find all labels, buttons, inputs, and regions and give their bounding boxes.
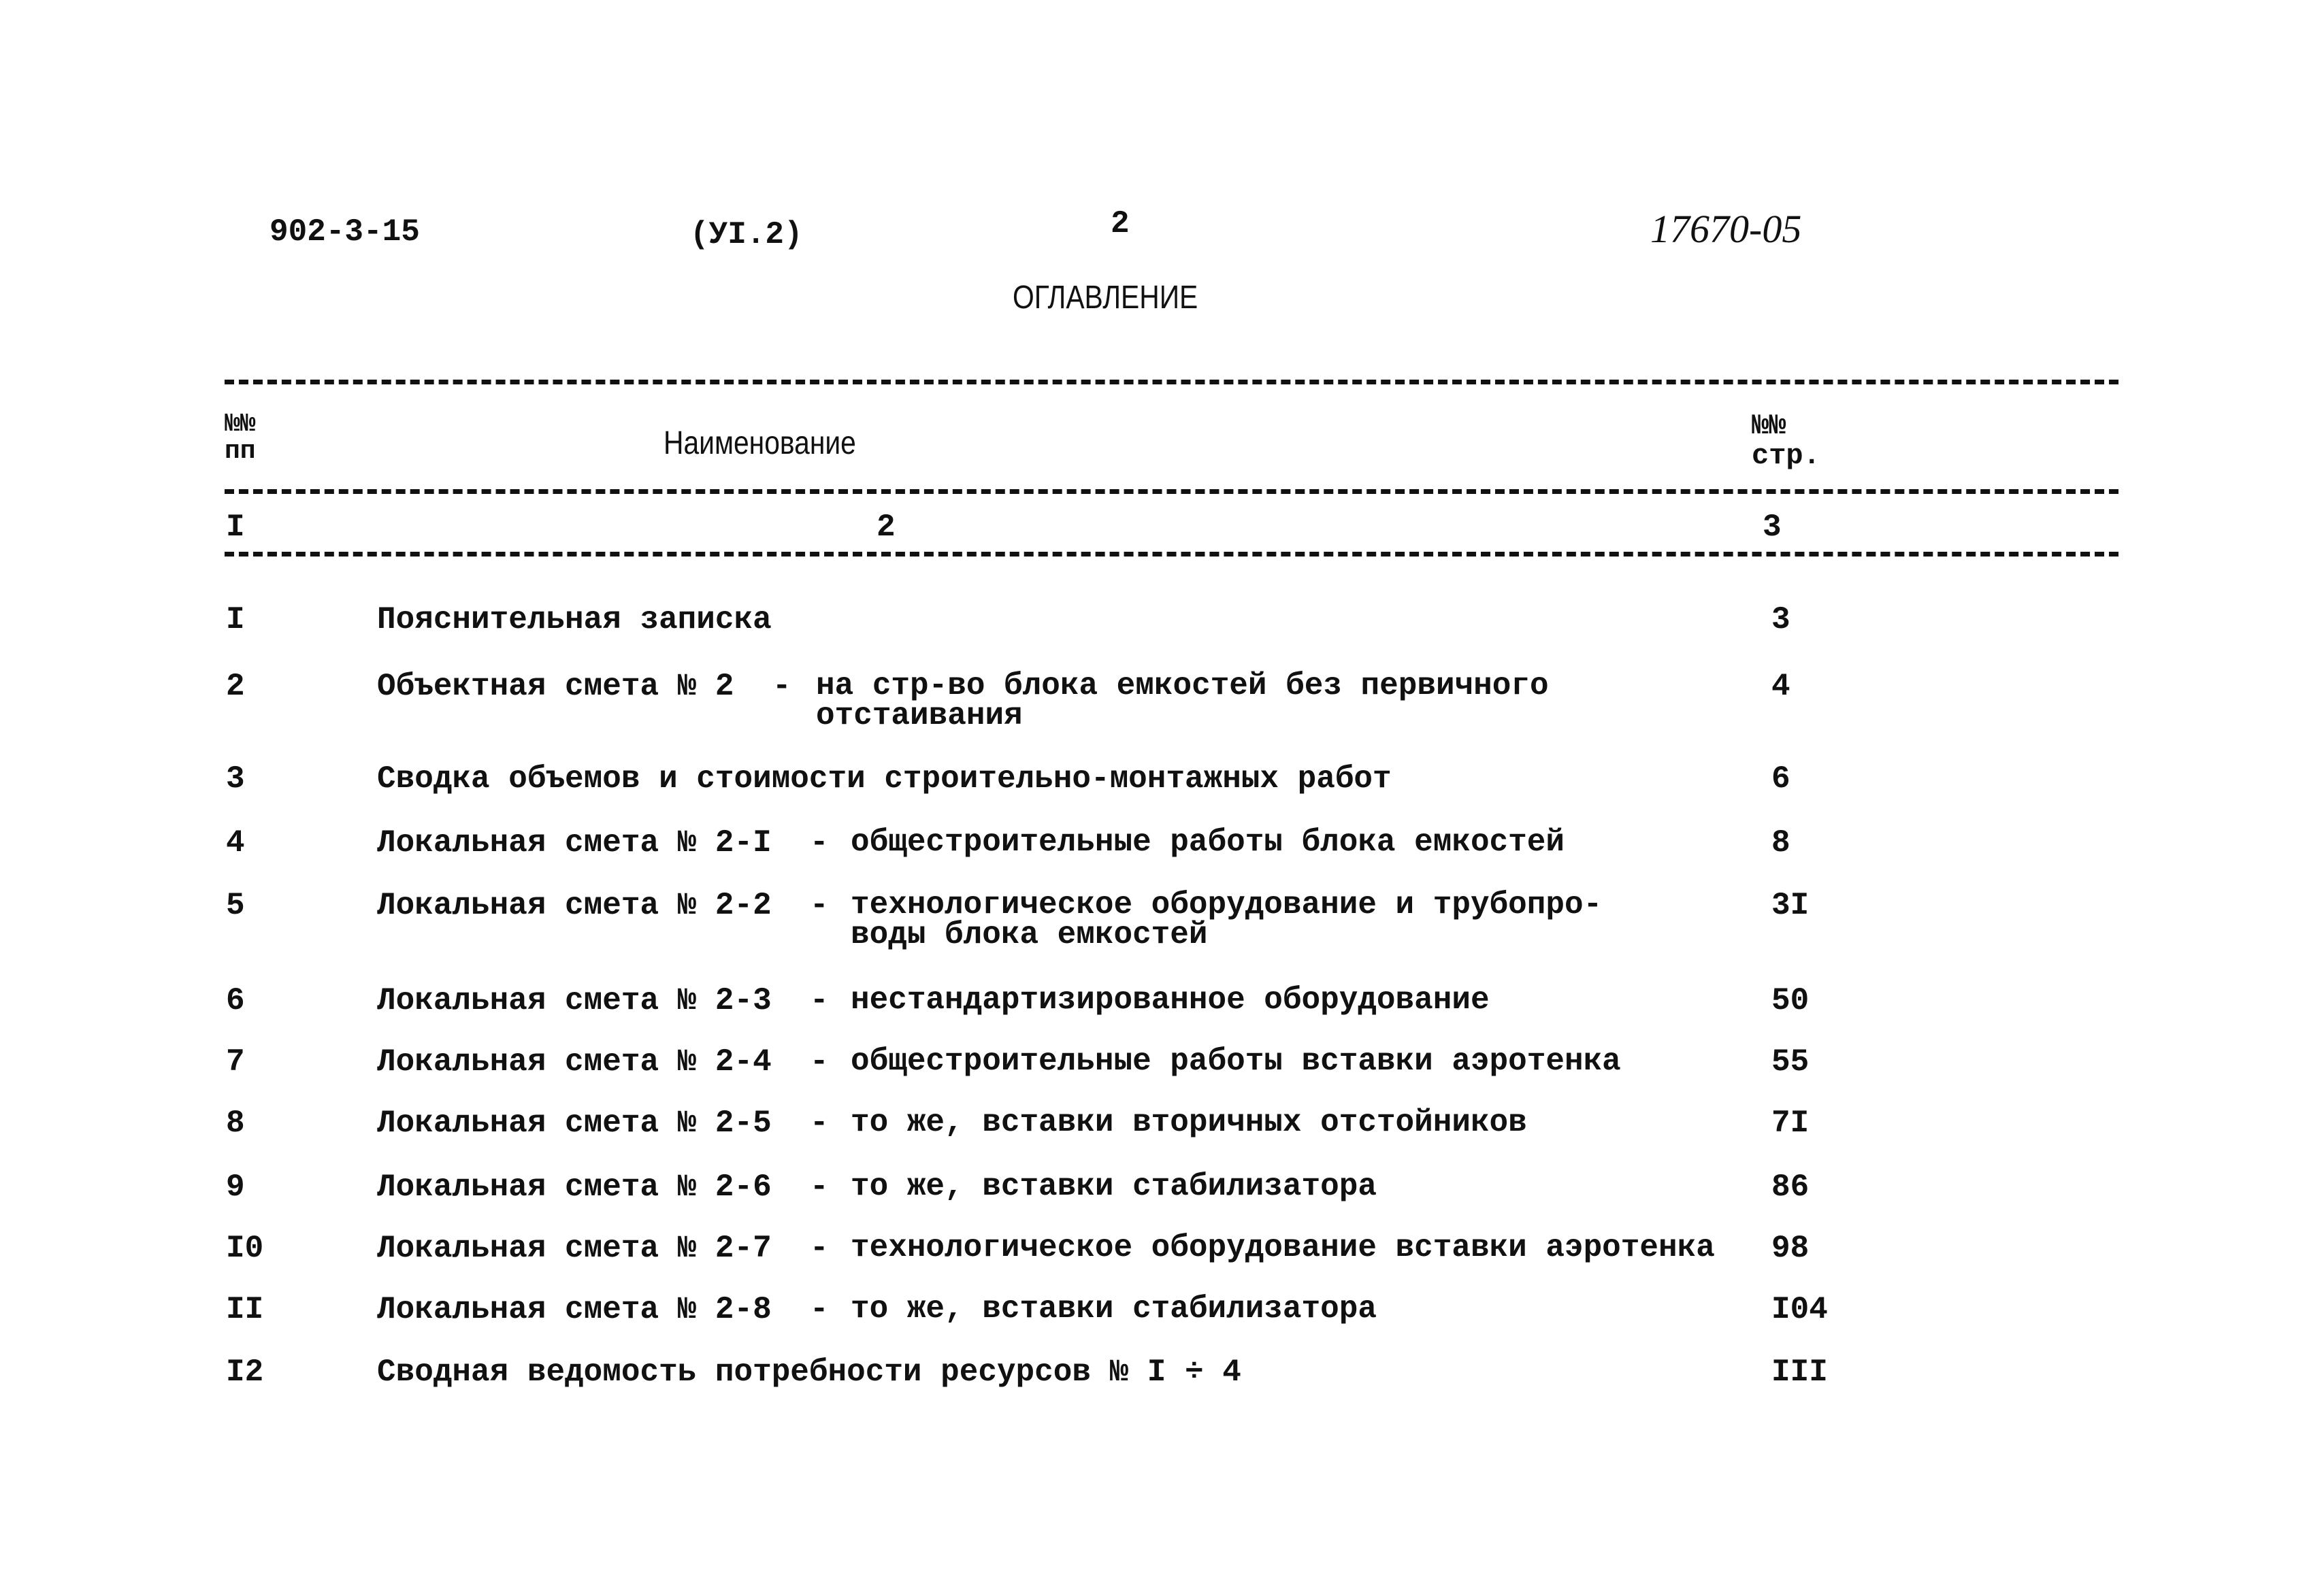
row-page: 7I xyxy=(1771,1106,1810,1141)
row-name: Пояснительная записка xyxy=(377,602,772,637)
row-number: I2 xyxy=(226,1355,264,1390)
page-title: ОГЛАВЛЕНИЕ xyxy=(1013,280,1198,316)
col-header-name: Наименование xyxy=(664,425,856,461)
row-page: 50 xyxy=(1771,983,1810,1018)
col-index: 2 xyxy=(877,510,896,545)
row-number: 2 xyxy=(226,669,245,704)
row-description: общестроительные работы вставки аэротенк… xyxy=(851,1044,1621,1079)
row-name: Локальная смета № 2-6 xyxy=(377,1169,772,1205)
row-dash: - xyxy=(810,888,829,923)
inventory-number: 17670-05 xyxy=(1650,207,1802,251)
page-number: 2 xyxy=(1111,206,1130,242)
divider xyxy=(225,552,2118,557)
row-description: то же, вставки вторичных отстойников xyxy=(851,1105,1527,1140)
row-dash: - xyxy=(810,1106,829,1141)
row-page: 98 xyxy=(1771,1231,1810,1266)
row-page: 6 xyxy=(1771,761,1790,797)
row-number: 5 xyxy=(226,888,245,923)
col-header-num: №№ пп xyxy=(225,410,256,466)
doc-code: 902-3-15 xyxy=(269,214,420,250)
row-page: 3 xyxy=(1771,602,1790,637)
row-dash: - xyxy=(810,825,829,861)
row-name: Локальная смета № 2-7 xyxy=(377,1231,772,1266)
row-description: на стр-во блока емкостей без первичного … xyxy=(816,668,1549,733)
row-dash: - xyxy=(810,983,829,1018)
divider xyxy=(225,380,2118,384)
row-name: Локальная смета № 2-3 xyxy=(377,983,772,1018)
row-name: Локальная смета № 2-I xyxy=(377,825,772,861)
col-header-page: №№ стр. xyxy=(1752,410,1820,472)
row-name: Локальная смета № 2-5 xyxy=(377,1106,772,1141)
row-page: 4 xyxy=(1771,669,1790,704)
row-description: то же, вставки стабилизатора xyxy=(851,1291,1377,1327)
row-page: 55 xyxy=(1771,1044,1810,1080)
volume-label: (УI.2) xyxy=(690,217,803,252)
row-number: 9 xyxy=(226,1169,245,1205)
row-description: общестроительные работы блока емкостей xyxy=(851,825,1565,860)
row-number: 6 xyxy=(226,983,245,1018)
row-dash: - xyxy=(810,1292,829,1327)
row-dash: - xyxy=(772,669,791,704)
row-description: нестандартизированное оборудование xyxy=(851,982,1490,1018)
row-page: 8 xyxy=(1771,825,1790,861)
row-name: Объектная смета № 2 xyxy=(377,669,734,704)
row-number: I xyxy=(226,602,245,637)
row-description: то же, вставки стабилизатора xyxy=(851,1169,1377,1204)
row-name: Сводная ведомость потребности ресурсов №… xyxy=(377,1355,1241,1390)
row-number: 3 xyxy=(226,761,245,797)
col-index: I xyxy=(226,510,245,545)
row-name: Локальная смета № 2-4 xyxy=(377,1044,772,1080)
row-page: 86 xyxy=(1771,1169,1810,1205)
row-dash: - xyxy=(810,1231,829,1266)
row-number: 7 xyxy=(226,1044,245,1080)
row-description: технологическое оборудование и трубопро-… xyxy=(851,887,1603,952)
row-dash: - xyxy=(810,1169,829,1205)
col-index: 3 xyxy=(1763,510,1782,545)
row-dash: - xyxy=(810,1044,829,1080)
row-page: III xyxy=(1771,1355,1828,1390)
row-page: 3I xyxy=(1771,888,1810,923)
row-name: Локальная смета № 2-2 xyxy=(377,888,772,923)
divider xyxy=(225,489,2118,494)
row-description: технологическое оборудование вставки аэр… xyxy=(851,1230,1715,1265)
row-number: I0 xyxy=(226,1231,264,1266)
row-name: Локальная смета № 2-8 xyxy=(377,1292,772,1327)
row-number: 8 xyxy=(226,1106,245,1141)
row-number: 4 xyxy=(226,825,245,861)
row-number: II xyxy=(226,1292,264,1327)
row-page: I04 xyxy=(1771,1292,1828,1327)
row-name: Сводка объемов и стоимости строительно-м… xyxy=(377,761,1392,797)
